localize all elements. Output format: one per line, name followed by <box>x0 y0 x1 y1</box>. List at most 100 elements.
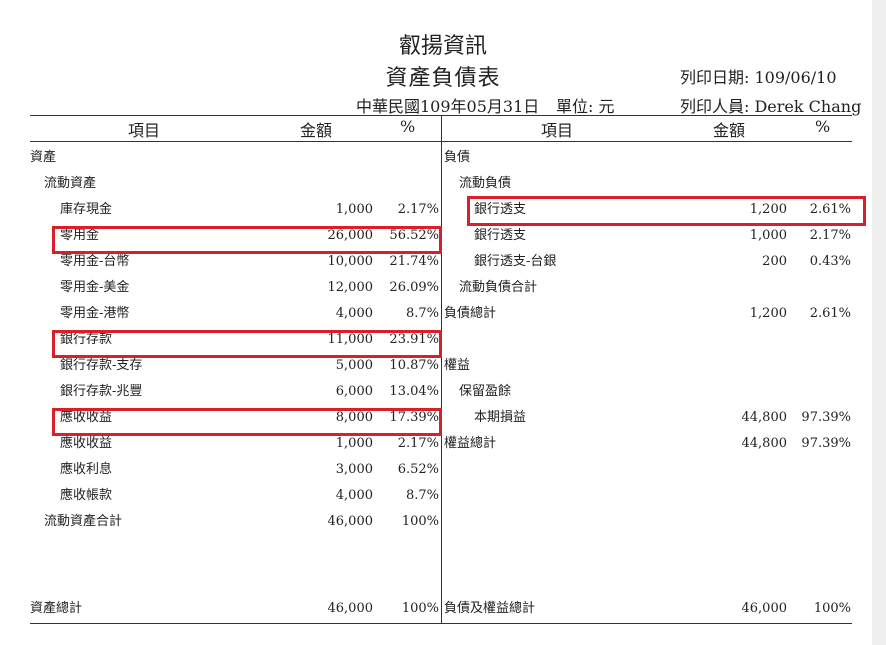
liability-row-percent: 97.39% <box>801 410 851 425</box>
asset-row: 零用金-台幣 10,000 21.74% <box>0 252 872 272</box>
right-percent-header: % <box>815 117 831 136</box>
asset-row-label: 零用金 <box>60 228 100 243</box>
highlight-box-petty-cash <box>52 226 442 254</box>
liability-row-label: 本期損益 <box>474 410 527 425</box>
asset-total-percent: 100% <box>401 601 439 616</box>
asset-row-percent: 56.52% <box>389 228 439 243</box>
left-amount-header: 金額 <box>300 121 333 140</box>
liability-row: 負債總計 1,200 2.61% <box>0 304 872 324</box>
asset-row-label: 零用金-美金 <box>60 280 130 295</box>
liability-row-percent: 2.61% <box>809 202 851 217</box>
liability-row-label: 負債總計 <box>444 306 497 321</box>
asset-row: 銀行存款-支存 5,000 10.87% <box>0 356 872 376</box>
asset-row-percent: 13.04% <box>389 384 439 399</box>
liability-row-amount: 44,800 <box>741 436 788 451</box>
asset-row-amount: 26,000 <box>327 228 374 243</box>
asset-row-percent: 8.7% <box>405 306 439 321</box>
asset-row-amount: 12,000 <box>327 280 374 295</box>
liability-row-label: 權益 <box>444 358 471 373</box>
liability-row: 流動負債合計 <box>0 278 872 298</box>
print-date: 列印日期: 109/06/10 <box>680 68 837 87</box>
asset-row-amount: 4,000 <box>335 488 373 503</box>
report-title: 資產負債表 <box>385 66 501 91</box>
liability-row-amount: 1,200 <box>749 202 787 217</box>
liability-row-label: 權益總計 <box>444 436 497 451</box>
asset-row: 應收帳款 4,000 8.7% <box>0 486 872 506</box>
liability-row: 銀行透支-台銀 200 0.43% <box>0 252 872 272</box>
liability-row: 負債 <box>0 148 872 168</box>
highlight-box-receivable <box>52 408 442 436</box>
liability-row-amount: 1,000 <box>749 228 787 243</box>
highlight-box-bank-deposit <box>52 330 442 358</box>
asset-row-label: 銀行存款-支存 <box>60 358 143 373</box>
highlight-box-overdraft <box>467 196 866 226</box>
liab-equity-total-percent: 100% <box>813 601 851 616</box>
footer-rule <box>30 623 852 624</box>
liability-row: 權益總計 44,800 97.39% <box>0 434 872 454</box>
asset-row-label: 零用金-台幣 <box>60 254 130 269</box>
asset-row-percent: 6.52% <box>397 462 439 477</box>
asset-row-label: 零用金-港幣 <box>60 306 130 321</box>
company-name: 叡揚資訊 <box>398 34 487 59</box>
vertical-scrollbar[interactable] <box>872 0 886 645</box>
liability-row: 流動負債 <box>0 174 872 194</box>
asset-total-amount: 46,000 <box>327 601 374 616</box>
asset-row-label: 應收收益 <box>60 410 113 425</box>
asset-row-percent: 10.87% <box>389 358 439 373</box>
liability-row: 保留盈餘 <box>0 382 872 402</box>
liability-row-label: 銀行透支-台銀 <box>474 254 557 269</box>
liability-row: 銀行透支 1,200 2.61% <box>0 200 872 220</box>
asset-row-percent: 23.91% <box>389 332 439 347</box>
asset-row-percent: 21.74% <box>389 254 439 269</box>
asset-row: 零用金-港幣 4,000 8.7% <box>0 304 872 324</box>
asset-row: 零用金 26,000 56.52% <box>0 226 872 246</box>
liability-row-percent: 2.61% <box>809 306 851 321</box>
liability-row-label: 流動負債合計 <box>459 280 538 295</box>
asset-row-percent: 2.17% <box>397 202 439 217</box>
currency-unit: 單位: 元 <box>556 97 615 116</box>
asset-row-percent: 8.7% <box>405 488 439 503</box>
left-percent-header: % <box>400 117 416 136</box>
column-divider <box>441 115 442 623</box>
left-item-header: 項目 <box>128 121 161 140</box>
liability-row-amount: 44,800 <box>741 410 788 425</box>
print-user: 列印人員: Derek Chang <box>680 97 862 116</box>
liability-row: 本期損益 44,800 97.39% <box>0 408 872 428</box>
asset-row-label: 流動資產合計 <box>44 514 123 529</box>
asset-row: 資產 <box>0 148 872 168</box>
asset-row: 零用金-美金 12,000 26.09% <box>0 278 872 298</box>
report-date: 中華民國109年05月31日 <box>356 97 540 116</box>
asset-row-label: 銀行存款-兆豐 <box>60 384 143 399</box>
asset-row-label: 庫存現金 <box>60 202 113 217</box>
asset-row-percent: 100% <box>401 514 439 529</box>
asset-row-amount: 46,000 <box>327 514 374 529</box>
asset-row-amount: 10,000 <box>327 254 374 269</box>
asset-row-label: 應收收益 <box>60 436 113 451</box>
asset-row-label: 銀行存款 <box>60 332 113 347</box>
asset-row-label: 應收利息 <box>60 462 113 477</box>
liability-row-percent: 97.39% <box>801 436 851 451</box>
asset-row: 銀行存款-兆豐 6,000 13.04% <box>0 382 872 402</box>
asset-row: 應收收益 8,000 17.39% <box>0 408 872 428</box>
asset-row-amount: 3,000 <box>335 462 373 477</box>
liability-row-amount: 200 <box>762 254 787 269</box>
asset-row-percent: 2.17% <box>397 436 439 451</box>
liability-row-label: 負債 <box>444 150 471 165</box>
liability-row-label: 保留盈餘 <box>459 384 512 399</box>
right-item-header: 項目 <box>541 121 574 140</box>
totals-row: 資產總計 46,000 100% 負債及權益總計 46,000 100% <box>0 599 872 619</box>
asset-row-percent: 17.39% <box>389 410 439 425</box>
asset-row: 應收利息 3,000 6.52% <box>0 460 872 480</box>
asset-row: 流動資產 <box>0 174 872 194</box>
liability-row: 權益 <box>0 356 872 376</box>
asset-row-amount: 5,000 <box>335 358 373 373</box>
liability-row-percent: 0.43% <box>809 254 851 269</box>
liability-row: 銀行透支 1,000 2.17% <box>0 226 872 246</box>
asset-row-amount: 11,000 <box>327 332 374 347</box>
liability-row-percent: 2.17% <box>809 228 851 243</box>
asset-row: 流動資產合計 46,000 100% <box>0 512 872 532</box>
asset-row-amount: 4,000 <box>335 306 373 321</box>
asset-row: 應收收益 1,000 2.17% <box>0 434 872 454</box>
liab-equity-total-label: 負債及權益總計 <box>444 601 536 616</box>
asset-row-amount: 1,000 <box>335 436 373 451</box>
